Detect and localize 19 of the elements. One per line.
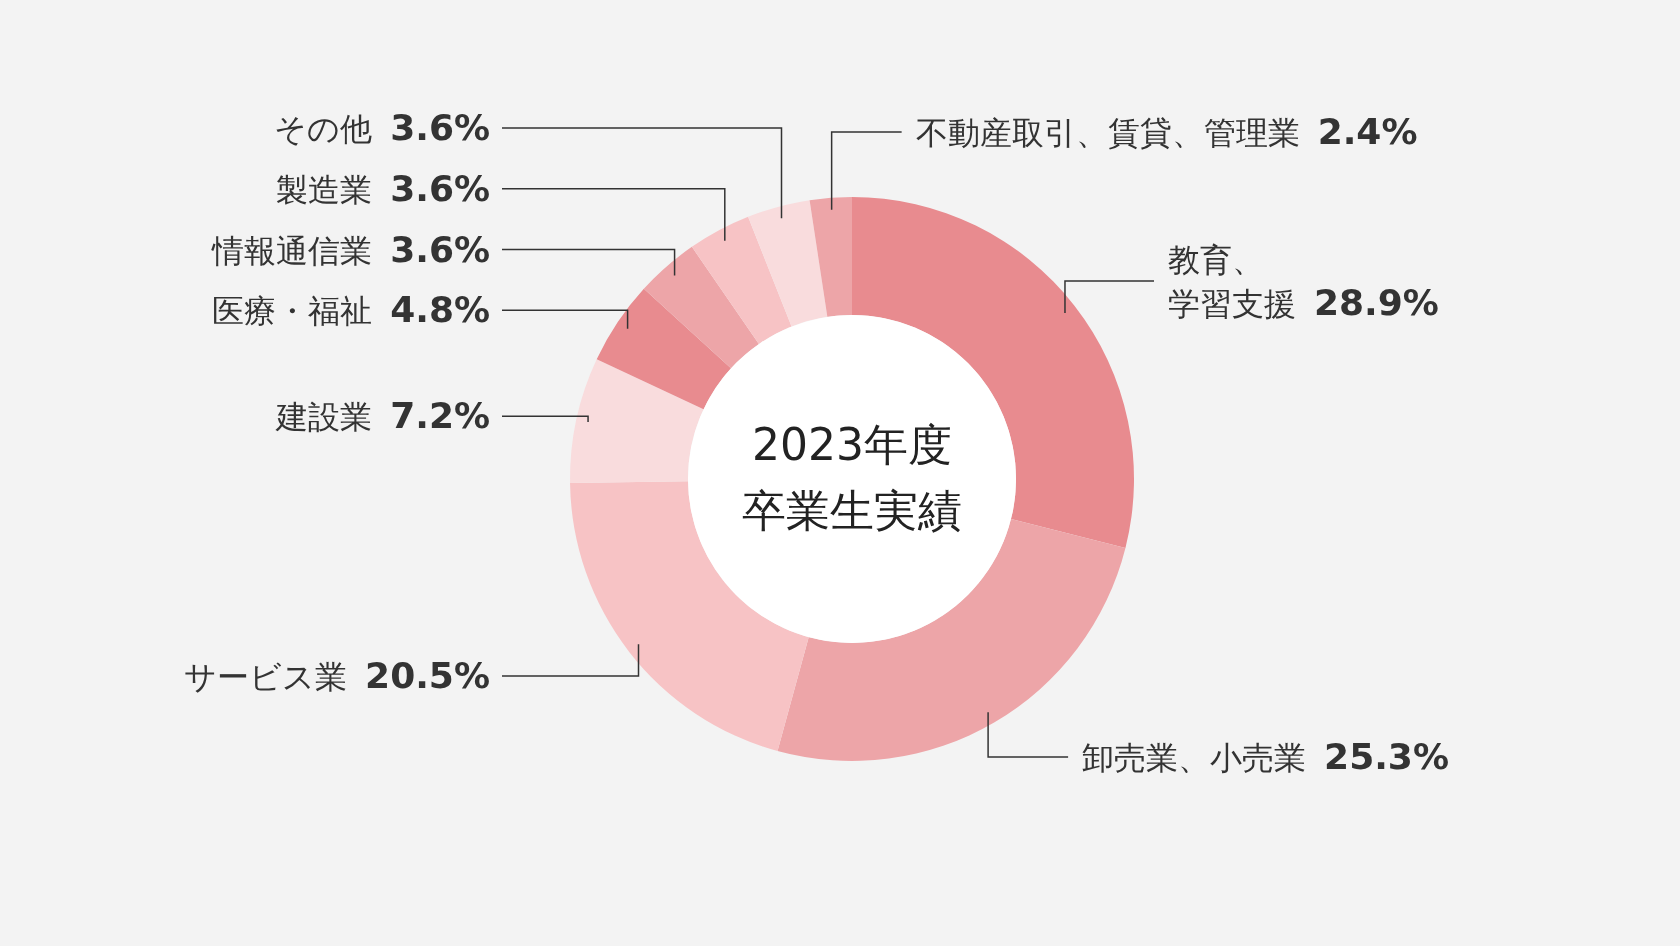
slice-label: 情報通信業 <box>211 231 373 270</box>
data-label: 3.6% <box>372 228 490 270</box>
text: 2023年度卒業生実績 <box>742 419 962 536</box>
data-label: 3.6% <box>372 167 490 209</box>
slice-label: 教育、学習支援 <box>1168 241 1296 324</box>
slice-label: 医療・福祉 <box>212 292 373 331</box>
slice-label: 製造業 <box>276 170 373 209</box>
data-label: 20.5% <box>347 655 490 697</box>
data-label: 28.9% <box>1296 282 1439 324</box>
slice-label: その他 <box>274 110 373 148</box>
data-label: 25.3% <box>1306 736 1450 778</box>
data-label: 2.4% <box>1299 111 1418 152</box>
data-label: 7.2% <box>372 395 490 437</box>
slice-label: 卸売業、小売業 <box>1082 739 1307 778</box>
slice-label: 不動産取引、賃貸、管理業 <box>915 114 1300 152</box>
data-label: 3.6% <box>372 107 490 148</box>
slice-label: サービス業 <box>184 658 348 697</box>
data-label: 4.8% <box>372 289 490 331</box>
slice-label: 建設業 <box>275 398 373 437</box>
